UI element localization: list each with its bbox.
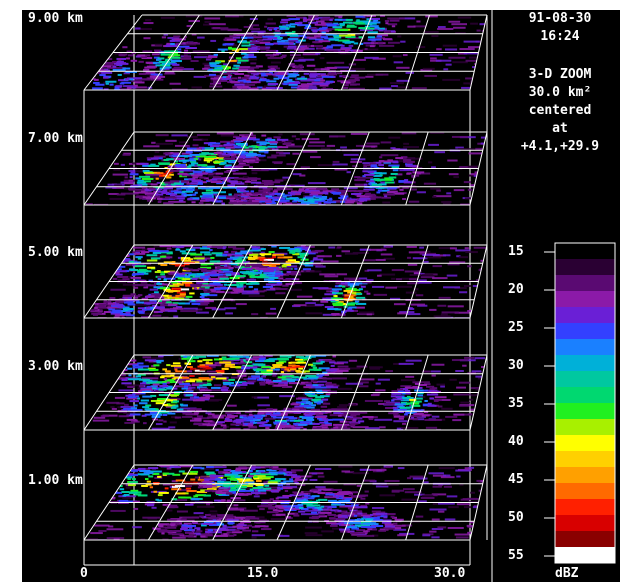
radar-layer-9km — [83, 14, 488, 91]
plane-grid — [83, 464, 488, 541]
scale-unit-label: dBZ — [555, 566, 579, 581]
info-coordinates: +4.1,+29.9 — [520, 139, 600, 154]
scale-tick-50: 50 — [508, 510, 524, 525]
radar-layer-7km — [83, 131, 488, 206]
info-zoom-mode: 3-D ZOOM — [528, 67, 592, 82]
radar-display: 9.00 km 7.00 km 5.00 km 3.00 km 1.00 km … — [22, 10, 620, 582]
reflectivity-echoes — [92, 355, 487, 430]
radar-layer-5km — [83, 244, 488, 319]
altitude-label-3km: 3.00 km — [28, 359, 83, 374]
plane-grid — [83, 14, 488, 91]
scale-tick-20: 20 — [508, 282, 524, 297]
reflectivity-echoes — [84, 15, 487, 90]
x-tick-0: 0 — [80, 566, 88, 581]
x-tick-15: 15.0 — [247, 566, 279, 581]
scale-tick-35: 35 — [508, 396, 524, 411]
radar-layer-3km — [83, 354, 488, 431]
reflectivity-echoes — [87, 465, 487, 540]
radar-3d-plot — [83, 10, 616, 582]
altitude-label-7km: 7.00 km — [28, 131, 83, 146]
info-at: at — [552, 121, 568, 136]
scale-tick-55: 55 — [508, 548, 524, 563]
altitude-label-9km: 9.00 km — [28, 11, 83, 26]
altitude-label-1km: 1.00 km — [28, 473, 83, 488]
x-tick-30: 30.0 — [434, 566, 466, 581]
info-area: 30.0 km² — [528, 85, 592, 100]
scale-tick-40: 40 — [508, 434, 524, 449]
scan-date: 91-08-30 — [528, 11, 592, 26]
scale-tick-30: 30 — [508, 358, 524, 373]
altitude-label-5km: 5.00 km — [28, 245, 83, 260]
color-scale-bar — [544, 242, 616, 564]
radar-layer-1km — [83, 464, 488, 541]
plane-grid — [83, 244, 488, 319]
info-centered: centered — [528, 103, 592, 118]
scan-time: 16:24 — [540, 29, 580, 44]
scale-tick-15: 15 — [508, 244, 524, 259]
plane-grid — [83, 354, 488, 431]
scale-tick-25: 25 — [508, 320, 524, 335]
scale-tick-45: 45 — [508, 472, 524, 487]
plane-grid — [83, 131, 488, 206]
